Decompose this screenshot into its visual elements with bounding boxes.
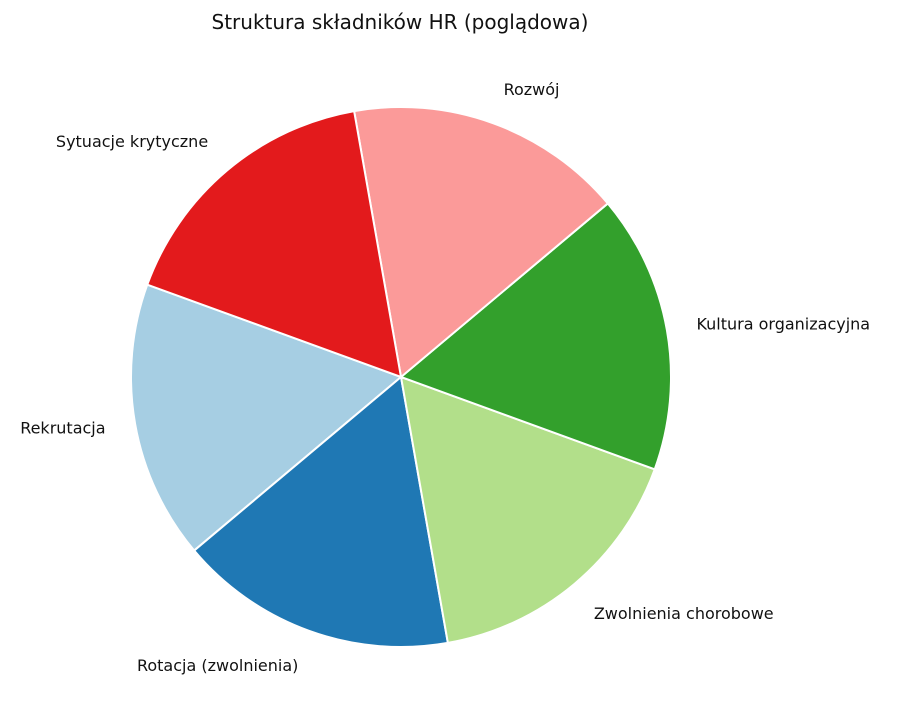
label-zwolnienia-chorobowe: Zwolnienia chorobowe [594,604,774,623]
slice-zwolnienia-chorobowe [399,375,656,645]
pie-slices [130,106,672,648]
slice-rekrutacja [130,283,403,552]
slice-kultura-organizacyjna [399,202,672,471]
slice-rozwoj [352,106,610,379]
slice-sytuacje-krytyczne [146,109,403,379]
label-kultura-organizacyjna: Kultura organizacyjna [696,314,870,333]
label-rozwoj: Rozwój [504,80,560,99]
label-rotacja: Rotacja (zwolnienia) [137,656,298,675]
slice-rotacja [192,375,450,648]
chart-title: Struktura składników HR (poglądowa) [211,10,589,34]
pie-labels: Rekrutacja Rotacja (zwolnienia) Zwolnienia… [20,80,870,675]
label-sytuacje-krytyczne: Sytuacje krytyczne [56,132,208,151]
label-rekrutacja: Rekrutacja [20,419,105,438]
